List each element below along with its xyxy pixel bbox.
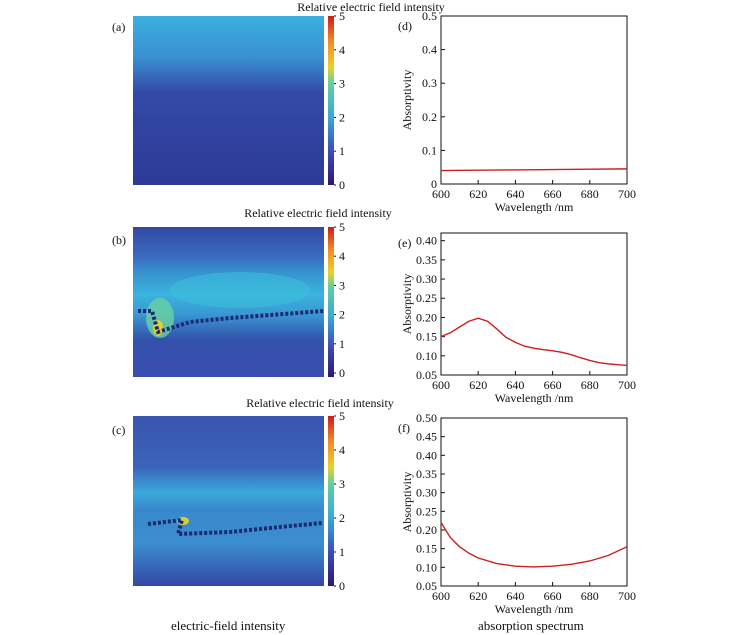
panel-label-e: (e): [398, 236, 411, 250]
xtick-label-d-0: 600: [432, 187, 450, 201]
xtick-label-d-5: 700: [618, 187, 636, 201]
colorbar-label-b-4: 4: [339, 249, 345, 263]
ytick-label-d-5: 0.5: [422, 9, 437, 23]
absorptivity-chart-f: 0.05 0.10 0.15 0.20 0.25 0.30 0.35 0.40 0.45 0.50…: [398, 411, 636, 616]
caption-left: electric-field intensity: [171, 618, 286, 633]
xtick-label-f-2: 640: [506, 589, 524, 603]
xlabel-d: Wavelength /nm: [495, 200, 574, 214]
panel-label-b: (b): [112, 233, 126, 247]
panel-label-c: (c): [112, 423, 125, 437]
ytick-label-e-4: 0.25: [416, 291, 437, 305]
ytick-label-f-0: 0.05: [416, 579, 437, 593]
plot-frame-f: [440, 417, 628, 587]
ytick-label-f-3: 0.20: [416, 523, 437, 537]
field-map-a: [133, 16, 324, 185]
xtick-label-e-4: 680: [581, 378, 599, 392]
panel-label-a: (a): [112, 20, 125, 34]
field-map-c: [133, 416, 324, 586]
xtick-label-e-2: 640: [506, 378, 524, 392]
colorbar-label-b-5: 5: [339, 220, 345, 234]
colormap-title-c: Relative electric field intensity: [246, 396, 394, 410]
ytick-label-f-6: 0.35: [416, 467, 437, 481]
xtick-label-e-1: 620: [469, 378, 487, 392]
field-hotspot-b: [170, 272, 310, 308]
ytick-label-e-0: 0.05: [416, 368, 437, 382]
colorbar-label-a-0: 0: [339, 178, 345, 192]
absorptivity-chart-d: 0 0.1 0.2 0.3 0.4 0.5 600 620 640 660 680 700 Wavele…: [398, 9, 636, 214]
ytick-label-e-6: 0.35: [416, 253, 437, 267]
colormap-title-a: Relative electric field intensity: [297, 0, 445, 14]
xlabel-f: Wavelength /nm: [495, 602, 574, 616]
ytick-label-f-7: 0.40: [416, 448, 437, 462]
xtick-label-e-3: 660: [544, 378, 562, 392]
ytick-label-d-0: 0: [431, 177, 437, 191]
colorbar-label-b-3: 3: [339, 278, 345, 292]
colorbar-label-c-3: 3: [339, 477, 345, 491]
colormap-title-b: Relative electric field intensity: [244, 206, 392, 220]
colorbar-label-a-2: 2: [339, 110, 345, 124]
xtick-label-d-2: 640: [506, 187, 524, 201]
xlabel-e: Wavelength /nm: [495, 391, 574, 405]
ytick-label-f-8: 0.45: [416, 430, 437, 444]
ytick-label-d-4: 0.4: [422, 43, 437, 57]
ylabel-d: Absorptivity: [400, 70, 414, 131]
colorbar-label-c-5: 5: [339, 409, 345, 423]
xtick-label-e-0: 600: [432, 378, 450, 392]
colorbar-label-a-3: 3: [339, 77, 345, 91]
colorbar-label-a-4: 4: [339, 43, 345, 57]
plot-frame-e: [440, 232, 628, 376]
absorptivity-line-d-0: [440, 168, 628, 172]
colorbar-c: [328, 416, 334, 586]
xtick-label-f-3: 660: [544, 589, 562, 603]
xtick-label-f-0: 600: [432, 589, 450, 603]
ylabel-f: Absorptivity: [400, 472, 414, 533]
absorptivity-chart-e: 0.05 0.10 0.15 0.20 0.25 0.30 0.35 0.40 600 620 64…: [398, 232, 636, 405]
ytick-label-f-5: 0.30: [416, 486, 437, 500]
xtick-label-e-5: 700: [618, 378, 636, 392]
ytick-label-f-4: 0.25: [416, 504, 437, 518]
ylabel-e: Absorptivity: [400, 274, 414, 335]
heatmap-panel-a: Relative electric field intensity (a) 0 1…: [112, 0, 445, 192]
xtick-label-f-1: 620: [469, 589, 487, 603]
heatmap-panel-c: Relative electric field intensity (c) 0 1…: [112, 396, 394, 593]
colorbar-label-b-2: 2: [339, 308, 345, 322]
ytick-label-d-3: 0.3: [422, 76, 437, 90]
ytick-label-d-2: 0.2: [422, 110, 437, 124]
xtick-label-d-3: 660: [544, 187, 562, 201]
ytick-label-f-9: 0.50: [416, 411, 437, 425]
colorbar-label-c-0: 0: [339, 579, 345, 593]
ytick-label-e-1: 0.10: [416, 349, 437, 363]
ytick-label-f-2: 0.15: [416, 542, 437, 556]
ytick-label-d-1: 0.1: [422, 143, 437, 157]
absorptivity-line-f-0: [440, 522, 628, 568]
ytick-label-e-2: 0.15: [416, 330, 437, 344]
colorbar-b: [328, 227, 334, 377]
ytick-label-e-7: 0.40: [416, 234, 437, 248]
heatmap-panel-b: Relative electric field intensity (b) 0 1…: [112, 206, 392, 380]
xtick-label-d-1: 620: [469, 187, 487, 201]
colorbar-label-c-1: 1: [339, 545, 345, 559]
colorbar-label-b-1: 1: [339, 337, 345, 351]
absorptivity-line-e-0: [440, 317, 628, 367]
panel-label-d: (d): [398, 19, 412, 33]
colorbar-a: [328, 16, 334, 185]
caption-right: absorption spectrum: [478, 618, 584, 633]
panel-label-f: (f): [398, 421, 410, 435]
xtick-label-d-4: 680: [581, 187, 599, 201]
colorbar-label-c-4: 4: [339, 443, 345, 457]
colorbar-label-a-5: 5: [339, 9, 345, 23]
xtick-label-f-5: 700: [618, 589, 636, 603]
colorbar-label-a-1: 1: [339, 144, 345, 158]
ytick-label-e-5: 0.30: [416, 272, 437, 286]
colorbar-label-b-0: 0: [339, 366, 345, 380]
colorbar-label-c-2: 2: [339, 511, 345, 525]
xtick-label-f-4: 680: [581, 589, 599, 603]
ytick-label-e-3: 0.20: [416, 310, 437, 324]
plot-frame-d: [440, 15, 628, 185]
ytick-label-f-1: 0.10: [416, 560, 437, 574]
